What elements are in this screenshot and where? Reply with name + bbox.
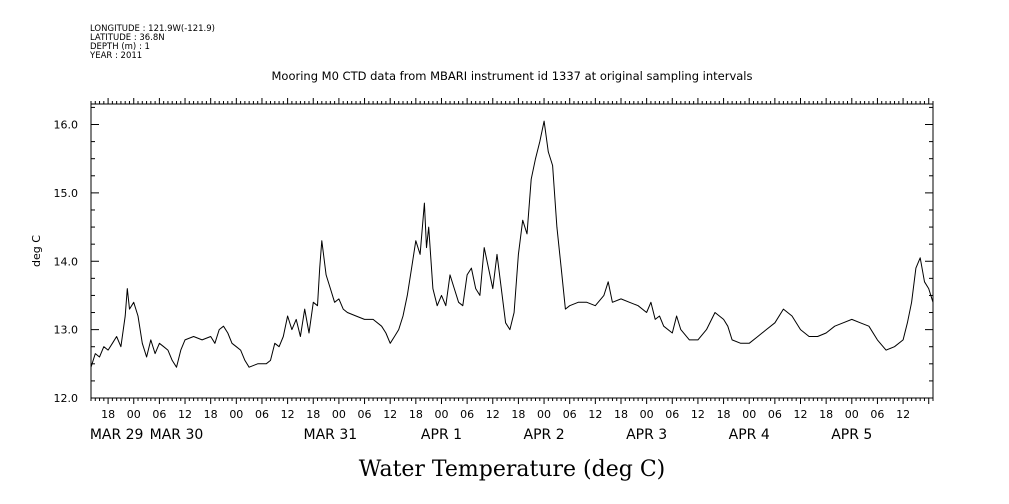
y-tick-label: 14.0 xyxy=(54,255,79,268)
x-hour-tick-label: 18 xyxy=(511,408,525,421)
chart-title: Mooring M0 CTD data from MBARI instrumen… xyxy=(272,69,753,83)
x-hour-tick-label: 18 xyxy=(819,408,833,421)
x-hour-tick-label: 12 xyxy=(178,408,192,421)
x-day-label: MAR 29 xyxy=(90,427,144,443)
x-hour-tick-label: 06 xyxy=(870,408,884,421)
metadata-block: LONGITUDE : 121.9W(-121.9) LATITUDE : 36… xyxy=(89,24,215,61)
longitude-text: LONGITUDE : 121.9W(-121.9) xyxy=(90,24,215,34)
x-hour-tick-label: 00 xyxy=(434,408,448,421)
x-hour-tick-label: 00 xyxy=(127,408,141,421)
x-hour-tick-label: 12 xyxy=(794,408,808,421)
x-hour-tick-label: 18 xyxy=(409,408,423,421)
x-day-label: MAR 30 xyxy=(150,427,204,443)
x-hour-tick-label: 06 xyxy=(152,408,166,421)
x-axis-title: Water Temperature (deg C) xyxy=(359,457,666,482)
x-hour-tick-label: 12 xyxy=(691,408,705,421)
x-hour-tick-label: 18 xyxy=(306,408,320,421)
x-day-label: APR 3 xyxy=(626,427,667,443)
x-day-label: APR 5 xyxy=(831,427,872,443)
depth-text: DEPTH (m) : 1 xyxy=(90,42,150,52)
x-hour-tick-label: 06 xyxy=(460,408,474,421)
x-axis: 18 00 06 12 18 00 06 12 18 00 06 12 18 00 06 12 18 00 06 12… xyxy=(90,408,910,443)
x-day-label: APR 4 xyxy=(729,427,770,443)
year-text: YEAR : 2011 xyxy=(89,51,142,61)
x-hour-tick-label: 06 xyxy=(255,408,269,421)
plot-frame xyxy=(90,103,934,399)
x-hour-tick-label: 06 xyxy=(768,408,782,421)
y-tick-label: 13.0 xyxy=(54,324,79,337)
x-hour-tick-label: 12 xyxy=(281,408,295,421)
x-hour-tick-label: 12 xyxy=(588,408,602,421)
x-hour-tick-label: 12 xyxy=(896,408,910,421)
x-day-label: APR 1 xyxy=(421,427,462,443)
x-day-label: APR 2 xyxy=(524,427,565,443)
latitude-text: LATITUDE : 36.8N xyxy=(90,33,165,43)
x-hour-tick-label: 18 xyxy=(614,408,628,421)
x-hour-tick-label: 18 xyxy=(101,408,115,421)
minor-ticks xyxy=(90,98,934,404)
y-tick-label: 12.0 xyxy=(54,392,79,405)
x-hour-tick-label: 00 xyxy=(229,408,243,421)
x-hour-tick-label: 18 xyxy=(717,408,731,421)
temperature-series-line xyxy=(90,120,934,368)
y-tick-label: 16.0 xyxy=(54,119,79,132)
x-day-label: MAR 31 xyxy=(304,427,358,443)
x-hour-tick-label: 18 xyxy=(204,408,218,421)
x-hour-tick-label: 00 xyxy=(845,408,859,421)
x-hour-tick-label: 06 xyxy=(665,408,679,421)
x-hour-tick-label: 00 xyxy=(537,408,551,421)
y-tick-label: 15.0 xyxy=(54,187,79,200)
x-hour-tick-label: 06 xyxy=(563,408,577,421)
x-hour-tick-label: 00 xyxy=(742,408,756,421)
x-hour-tick-label: 00 xyxy=(332,408,346,421)
x-hour-tick-label: 06 xyxy=(358,408,372,421)
y-axis-label: deg C xyxy=(30,235,43,267)
x-hour-tick-label: 12 xyxy=(383,408,397,421)
x-hour-tick-label: 12 xyxy=(486,408,500,421)
series-layer xyxy=(90,120,934,368)
x-hour-tick-label: 00 xyxy=(640,408,654,421)
y-axis: 12.0 13.0 14.0 15.0 16.0 xyxy=(54,106,933,405)
